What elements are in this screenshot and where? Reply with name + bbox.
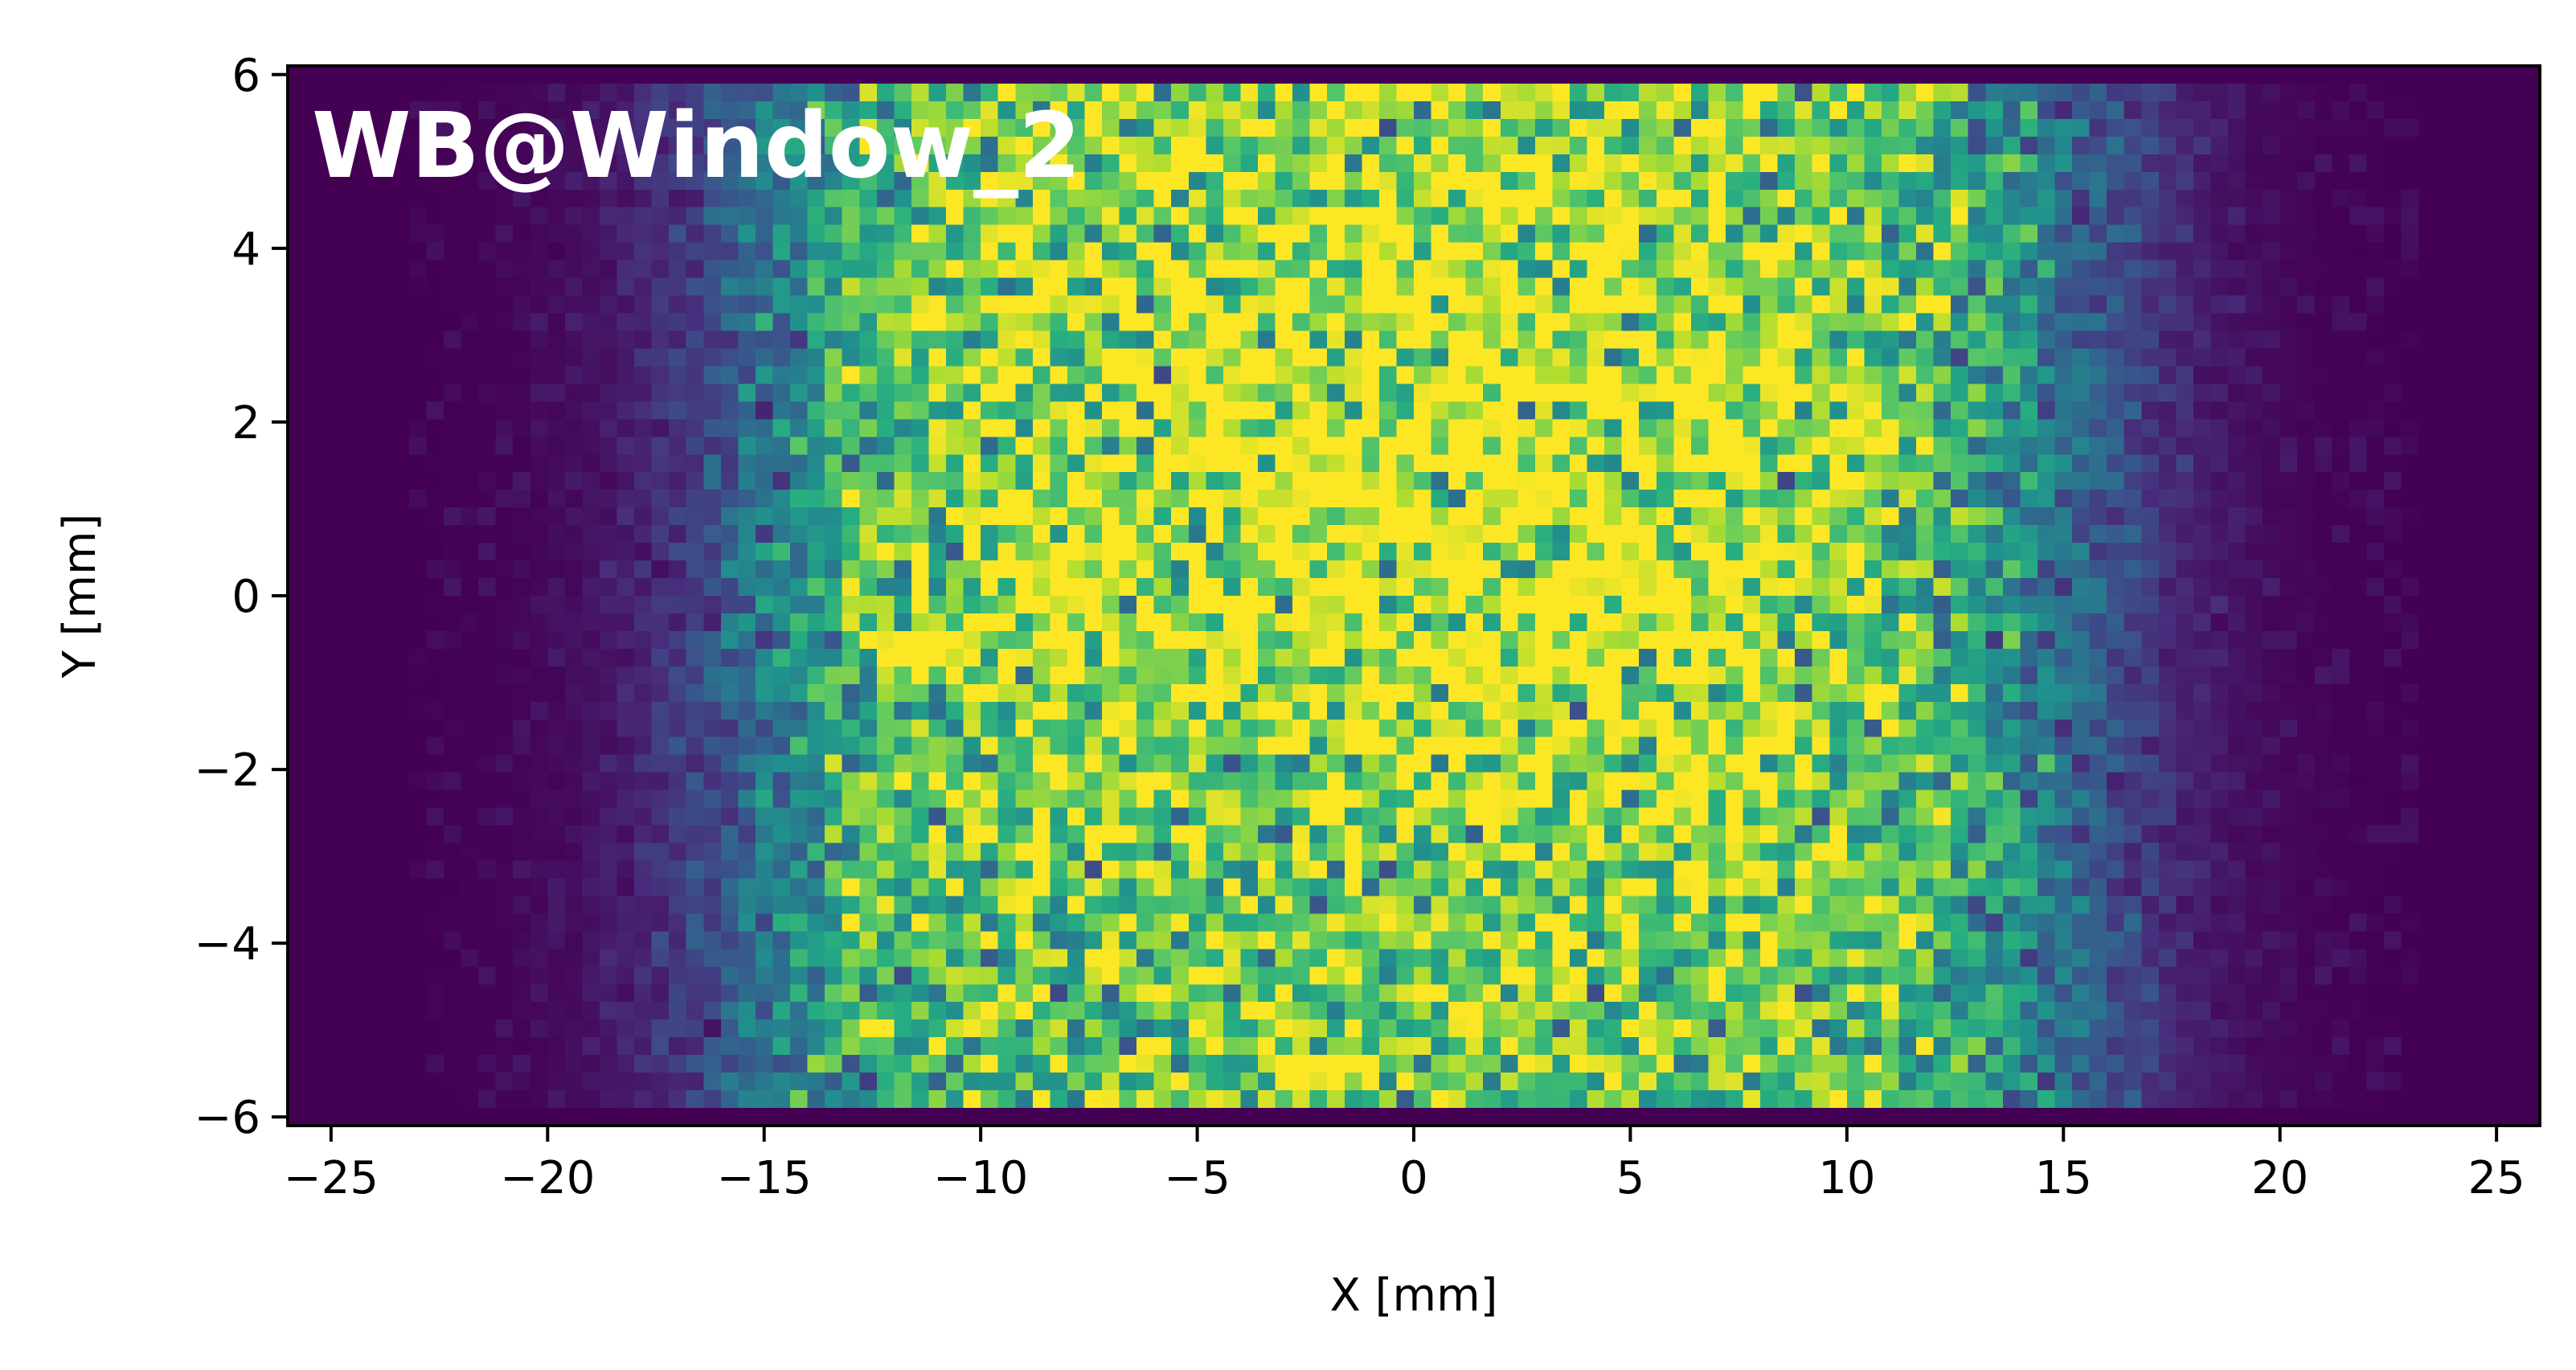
y-tick-label: 6 [231,50,260,102]
y-axis-label: Y [mm] [54,514,106,679]
y-tick-label: 4 [231,224,260,276]
x-tick-label: −5 [1164,1152,1231,1204]
y-axis-ticks: −6 −4 −2 0 2 4 6 [194,50,288,1144]
x-tick-label: 25 [2467,1152,2525,1204]
x-tick-label: −15 [717,1152,812,1204]
plot-annotation: WB@Window_2 [312,94,1081,199]
y-tick-label: −6 [194,1092,260,1144]
x-axis-label: X [mm] [1330,1270,1498,1322]
y-tick-label: −4 [194,918,260,970]
x-tick-label: −25 [284,1152,379,1204]
x-axis-ticks: −25 −20 −15 −10 −5 0 5 10 15 20 25 [284,1126,2525,1204]
x-tick-label: 0 [1399,1152,1428,1204]
plot-frame [286,64,2541,1127]
heatmap-image [288,66,2540,1126]
y-tick-label: −2 [194,744,260,797]
x-tick-label: 20 [2251,1152,2308,1204]
y-tick-label: 2 [231,397,260,449]
x-tick-label: −10 [933,1152,1028,1204]
x-tick-label: 5 [1616,1152,1645,1204]
y-tick-label: 0 [231,571,260,623]
x-tick-label: −20 [500,1152,595,1204]
x-tick-label: 10 [1818,1152,1875,1204]
x-tick-label: 15 [2035,1152,2092,1204]
